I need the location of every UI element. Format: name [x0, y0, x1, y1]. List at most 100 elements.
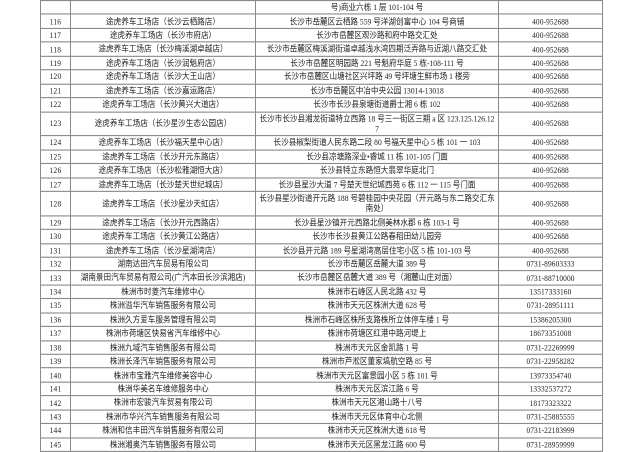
- cell-phone: 400-952688: [498, 162, 603, 179]
- cell-name: 株洲和信丰田汽车销售服务有限公司: [70, 423, 256, 439]
- cell-phone: 400-952688: [498, 214, 603, 230]
- cell-address: 株洲市天元区黑龙江路 600 号: [255, 436, 499, 452]
- cell-address: 长沙县星沙大道 7 号楚天世纪城西苑 6 栋 112 一 115 号门面: [255, 176, 499, 192]
- cell-name: 株洲长泽汽车销售服务有限公司: [70, 353, 256, 369]
- cell-index: 116: [40, 13, 71, 29]
- table-row: 119 途虎养车工场店（长沙润魁府店） 长沙市岳麓区明园路 221 号魁府华庭 5 …: [40, 55, 603, 71]
- cell-index: 144: [40, 423, 71, 439]
- cell-address: 长沙市长沙县黄江公路春稻田幼儿园旁: [255, 228, 499, 244]
- cell-index: 145: [40, 436, 71, 452]
- table-row: 144 株洲和信丰田汽车销售服务有限公司 株洲市天元区株洲大道 618 号 0731-…: [40, 423, 603, 439]
- table-row: 118 途虎养车工场店（长沙梅溪湖卓越店） 长沙市岳麓区梅溪湖街道卓越浅水湾四期泛弄…: [40, 41, 603, 57]
- table-row: 141 株洲华美名车维修服务中心 株洲市天元区滨江路 6 号 13332537272: [40, 381, 603, 397]
- table-row: 122 途虎养车工场店（长沙黄兴大道店） 长沙市长沙县泉塘街道爵士湘 6 栋 102…: [40, 97, 603, 113]
- cell-phone: 400-952688: [498, 228, 603, 244]
- cell-name: 途虎养车工场店（长沙松雅湖恒大店）: [70, 162, 256, 179]
- table-row: 142 株洲市宏骏汽车贸易有限公司 株洲市天元区湘山路十八号 18173323322: [40, 395, 603, 411]
- table-row: 130 途虎养车工场店（长沙黄江公路店） 长沙市长沙县黄江公路春稻田幼儿园旁 400-…: [40, 228, 603, 244]
- cell-name: 湖南达田汽车贸易有限公司: [70, 256, 256, 272]
- cell-phone: 0731-22958282: [498, 353, 603, 369]
- table-row: 136 株洲久方爱车服务管理有限公司 株洲市石峰区株所支路株所立体停车楼 1 号 15…: [40, 312, 603, 328]
- cell-name: 株洲九域汽车销售服务有限公司: [70, 339, 256, 355]
- cell-index: [40, 0, 71, 16]
- table-row: 123 途虎养车工场店（长沙星沙生态公园店） 长沙市长沙县湘龙街道特立西路 18 号…: [40, 111, 603, 137]
- cell-phone: 13332537272: [498, 381, 603, 397]
- cell-address: 株洲市天元区株洲大道 628 号: [255, 298, 499, 314]
- table-row: 134 株洲市时菱汽车维修中心 株洲市石峰区人民北路 432 号 1351733316…: [40, 284, 603, 300]
- cell-address: 长沙市岳麓区梅溪湖街道卓越浅水湾四期泛弄路与近湖八路交汇处: [255, 41, 499, 57]
- cell-phone: 400-952688: [498, 83, 603, 99]
- cell-address: 株洲市天元区富景园小区 5 栋 101 号: [255, 367, 499, 383]
- table-row: 125 途虎养车工场店（长沙开元东路店） 长沙县凉塘路深业•睿城 11 栋 101-…: [40, 149, 603, 165]
- cell-index: 117: [40, 27, 71, 43]
- cell-phone: 0731-25885555: [498, 409, 603, 425]
- cell-address: 号)商业六栋 1 层 101-104 号: [255, 0, 499, 16]
- cell-index: 134: [40, 284, 71, 300]
- cell-phone: 400-952688: [498, 190, 603, 217]
- cell-phone: 18673351008: [498, 325, 603, 341]
- table-row: 117 途虎养车工场店（长沙市府店） 长沙市岳麓区观沙路和府中路交汇处 400-952…: [40, 27, 603, 43]
- cell-address: 株洲市石峰区人民北路 432 号: [255, 284, 499, 300]
- cell-index: 130: [40, 228, 71, 244]
- table-row: 121 途虎养车工场店（长沙嘉运路店） 长沙市岳麓区中冶中央公园 13014-130…: [40, 83, 603, 99]
- cell-address: 株洲市荷塘区红港中路河堤上: [255, 325, 499, 341]
- cell-name: 途虎养车工场店（长沙福天星中心店）: [70, 135, 256, 151]
- cell-address: 长沙县凉塘路深业•睿城 11 栋 101-105 门面: [255, 149, 499, 165]
- cell-address: 长沙市岳麓区明园路 221 号魁府华庭 5 栋-108-111 号: [255, 55, 499, 71]
- cell-phone: 18173323322: [498, 395, 603, 411]
- cell-address: 长沙县星沙镇开元西路北侧美林水郡 6 栋 103-1 号: [255, 214, 499, 230]
- cell-name: 途虎养车工场店（长沙云栖路店）: [70, 13, 256, 29]
- cell-phone: 400-952688: [498, 242, 603, 258]
- cell-phone: 13517333160: [498, 284, 603, 300]
- cell-index: 141: [40, 381, 71, 397]
- cell-index: 121: [40, 83, 71, 99]
- cell-phone: 0731-88710000: [498, 270, 603, 286]
- cell-index: 139: [40, 353, 71, 369]
- cell-address: 长沙县星沙街道开元路 188 号碧桂园中央花园（开元路与东二路交汇东南处）: [255, 190, 499, 217]
- cell-name: 株洲市时菱汽车维修中心: [70, 284, 256, 300]
- cell-name: 途虎养车工场店（长沙黄江公路店）: [70, 228, 256, 244]
- cell-index: 131: [40, 242, 71, 258]
- cell-address: 长沙市岳麓区观沙路和府中路交汇处: [255, 27, 499, 43]
- cell-address: 株洲市石峰区株所支路株所立体停车楼 1 号: [255, 312, 499, 328]
- cell-phone: 15386205300: [498, 312, 603, 328]
- cell-index: 129: [40, 214, 71, 230]
- cell-phone: 400-952688: [498, 27, 603, 43]
- cell-index: 132: [40, 256, 71, 272]
- cell-phone: 400-952688: [498, 55, 603, 71]
- cell-address: 株洲市芦淞区董家塙航空路 85 号: [255, 353, 499, 369]
- cell-index: 143: [40, 409, 71, 425]
- cell-address: 株洲市天元区滨江路 6 号: [255, 381, 499, 397]
- cell-phone: [498, 0, 603, 16]
- cell-address: 长沙市岳麓区山塘社区兴坪路 49 号坪塘生鲜市场 1 楼旁: [255, 69, 499, 85]
- cell-index: 135: [40, 298, 71, 314]
- table-row: 133 湖南景田汽车贸易有限公司(广汽本田长沙滨湘店) 长沙市岳麓区岳麓大道 389…: [40, 270, 603, 286]
- cell-address: 长沙县特立东路恒大翡翠华庭北门: [255, 162, 499, 179]
- dealer-list-table: 号)商业六栋 1 层 101-104 号 116 途虎养车工场店（长沙云栖路店）长…: [40, 0, 603, 452]
- cell-index: 137: [40, 325, 71, 341]
- cell-address: 长沙市岳麓区岳麓大道 389 号: [255, 256, 499, 272]
- table-body: 号)商业六栋 1 层 101-104 号 116 途虎养车工场店（长沙云栖路店）长…: [40, 0, 603, 452]
- table-row: 131 途虎养车工场店（长沙星湖湾店） 长沙县开元路 189 号星湖湾高层住宅小区 …: [40, 242, 603, 258]
- cell-name: 株洲市宝雅汽车维修美容中心: [70, 367, 256, 383]
- table-row: 120 途虎养车工场店（长沙大王山店） 长沙市岳麓区山塘社区兴坪路 49 号坪塘生鲜…: [40, 69, 603, 85]
- cell-address: 长沙市长沙县湘龙街道特立西路 18 号三一街区三期 a 区 123.125.12…: [255, 111, 499, 137]
- cell-address: 长沙市长沙县泉塘街道爵士湘 6 栋 102: [255, 97, 499, 113]
- cell-name: 途虎养车工场店（长沙大王山店）: [70, 69, 256, 85]
- cell-index: 125: [40, 149, 71, 165]
- table-row: 124 途虎养车工场店（长沙福天星中心店） 长沙县椒梨街道人民东路二段 80 号福天…: [40, 135, 603, 151]
- cell-name: 途虎养车工场店（长沙嘉运路店）: [70, 83, 256, 99]
- cell-index: 128: [40, 190, 71, 217]
- cell-name: 途虎养车工场店（长沙市府店）: [70, 27, 256, 43]
- cell-phone: 400-952688: [498, 41, 603, 57]
- cell-address: 株洲市天元区株洲大道 618 号: [255, 423, 499, 439]
- cell-phone: 13973354740: [498, 367, 603, 383]
- cell-index: 133: [40, 270, 71, 286]
- cell-index: 136: [40, 312, 71, 328]
- table-row: 140 株洲市宝雅汽车维修美容中心 株洲市天元区富景园小区 5 栋 101 号 139…: [40, 367, 603, 383]
- cell-name: 途虎养车工场店（长沙星沙天虹店）: [70, 190, 256, 217]
- cell-name: 株洲华美名车维修服务中心: [70, 381, 256, 397]
- cell-name: 途虎养车工场店（长沙润魁府店）: [70, 55, 256, 71]
- cell-index: 122: [40, 97, 71, 113]
